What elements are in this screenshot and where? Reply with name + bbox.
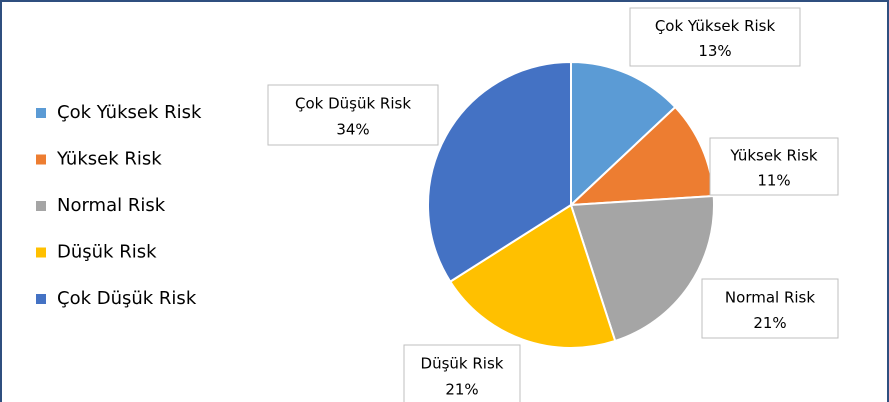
- data-label-value: 34%: [336, 121, 369, 139]
- legend-label: Çok Yüksek Risk: [57, 102, 202, 123]
- legend-swatch: [36, 154, 46, 165]
- legend-label: Normal Risk: [57, 195, 166, 216]
- legend-label: Çok Düşük Risk: [57, 288, 197, 309]
- pie-slice: [569, 194, 715, 343]
- data-label-category: Yüksek Risk: [729, 147, 818, 165]
- data-label-category: Çok Düşük Risk: [295, 95, 411, 113]
- legend-swatch: [36, 294, 46, 304]
- data-label-box: [701, 278, 839, 339]
- pie-slice: [570, 60, 677, 208]
- pie-slice: [427, 60, 572, 284]
- data-label-category: Çok Yüksek Risk: [655, 17, 776, 35]
- data-label-box: [709, 137, 839, 196]
- pie-slice: [448, 203, 617, 349]
- data-label-value: 21%: [753, 314, 786, 332]
- data-label-box: [403, 344, 521, 402]
- data-label-value: 11%: [757, 171, 790, 189]
- legend-swatch: [36, 247, 46, 258]
- data-label-category: Normal Risk: [725, 288, 815, 306]
- legend-swatch: [36, 108, 46, 118]
- data-label-category: Düşük Risk: [421, 355, 504, 373]
- data-label-box: [629, 7, 801, 67]
- data-label-box: [267, 84, 439, 146]
- data-label-value: 21%: [445, 381, 478, 399]
- data-label-value: 13%: [698, 42, 731, 60]
- legend-label: Yüksek Risk: [56, 149, 162, 170]
- legend-label: Düşük Risk: [57, 242, 157, 263]
- legend-swatch: [36, 201, 46, 211]
